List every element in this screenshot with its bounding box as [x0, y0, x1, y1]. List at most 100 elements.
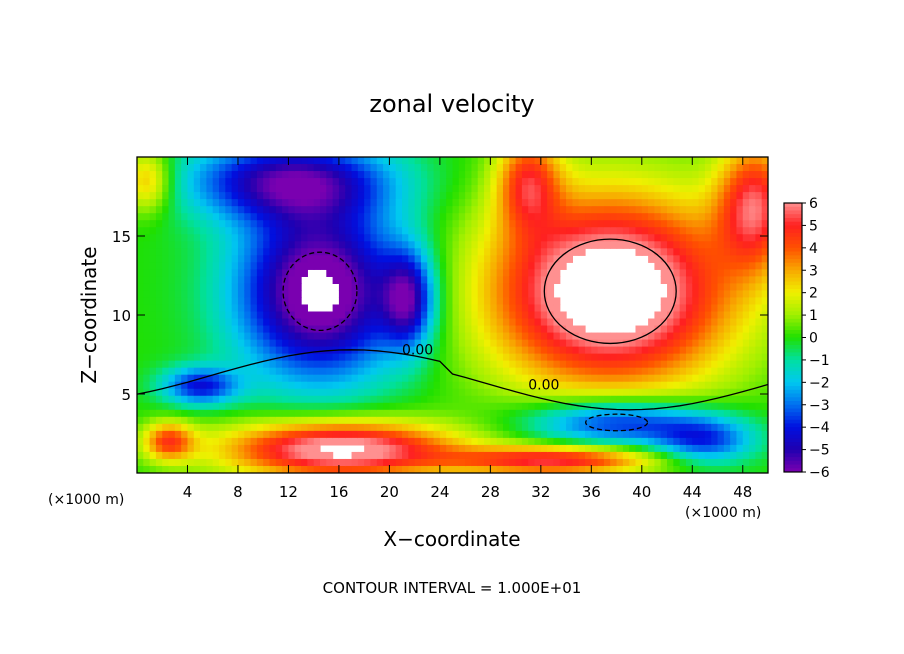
field-cell [275, 283, 283, 292]
field-cell [408, 290, 416, 299]
field-cell [534, 339, 542, 348]
field-cell [219, 311, 226, 320]
field-cell [244, 332, 252, 341]
field-cell [540, 192, 548, 200]
field-cell [534, 367, 542, 376]
field-cell [471, 360, 479, 369]
field-cell [275, 171, 283, 179]
field-cell [256, 423, 264, 432]
field-cell [427, 262, 435, 270]
field-cell [420, 234, 428, 242]
field-cell [509, 325, 517, 334]
field-cell [364, 220, 372, 228]
field-cell [420, 241, 428, 249]
field-cell [502, 178, 510, 186]
field-cell [547, 157, 555, 165]
field-cell [547, 206, 555, 214]
field-cell [364, 416, 372, 425]
field-cell [553, 276, 561, 284]
field-cell [477, 451, 485, 460]
field-cell [654, 437, 662, 446]
field-cell [711, 241, 719, 249]
field-cell [742, 262, 750, 270]
field-cell [193, 283, 201, 292]
field-cell [313, 311, 321, 320]
field-cell [294, 444, 302, 453]
field-cell [553, 325, 561, 334]
field-cell [723, 430, 731, 439]
field-cell [458, 458, 466, 467]
field-cell [471, 269, 479, 277]
field-cell [761, 213, 768, 221]
field-cell [742, 192, 750, 200]
field-cell [427, 192, 435, 200]
field-cell [206, 423, 214, 432]
field-cell [269, 423, 277, 432]
field-cell [736, 451, 744, 460]
field-cell [502, 248, 510, 256]
field-cell [648, 234, 656, 242]
field-cell [446, 269, 454, 277]
field-cell [540, 458, 548, 467]
field-cell [433, 164, 441, 172]
field-cell [749, 248, 756, 256]
field-cell [345, 241, 353, 249]
field-cell [376, 164, 384, 172]
colorbar-swatch [784, 404, 802, 409]
field-cell [263, 346, 271, 355]
field-cell [389, 360, 397, 369]
field-cell [692, 206, 700, 214]
field-cell [528, 178, 536, 186]
field-cell [275, 402, 283, 411]
field-cell [749, 206, 756, 214]
field-cell [338, 395, 346, 404]
field-cell [408, 206, 416, 214]
field-cell [490, 416, 498, 425]
field-cell [250, 234, 258, 242]
field-cell [250, 304, 258, 313]
field-cell [433, 227, 441, 235]
field-cell [736, 213, 744, 221]
field-cell [282, 206, 290, 214]
field-cell [761, 262, 768, 270]
field-cell [755, 318, 763, 327]
field-cell [692, 234, 700, 242]
field-cell [540, 304, 548, 313]
field-cell [395, 304, 403, 313]
field-cell [326, 234, 334, 242]
field-cell [225, 430, 233, 439]
field-cell [288, 290, 296, 299]
field-cell [181, 360, 189, 369]
field-cell [206, 395, 214, 404]
field-cell [521, 241, 529, 249]
field-cell [559, 402, 567, 411]
field-cell [749, 332, 756, 341]
field-cell [509, 381, 517, 390]
field-cell [256, 178, 264, 186]
field-cell [168, 332, 176, 341]
field-cell [641, 234, 649, 242]
field-cell [383, 255, 390, 263]
field-cell [181, 276, 189, 284]
field-cell [345, 192, 353, 200]
field-cell [319, 437, 327, 446]
field-cell [717, 451, 725, 460]
field-cell [187, 409, 195, 418]
field-cell [578, 192, 586, 200]
field-cell [711, 178, 719, 186]
field-cell [345, 402, 353, 411]
field-cell [597, 458, 605, 467]
field-cell [383, 185, 390, 193]
field-cell [635, 444, 643, 453]
field-cell [566, 206, 573, 214]
field-cell [181, 192, 189, 200]
field-cell [345, 304, 353, 313]
field-cell [496, 381, 504, 390]
field-cell [137, 234, 144, 242]
field-cell [376, 332, 384, 341]
field-cell [616, 346, 624, 355]
field-cell [250, 311, 258, 320]
field-cell [521, 332, 529, 341]
field-cell [307, 353, 315, 362]
field-cell [622, 430, 630, 439]
